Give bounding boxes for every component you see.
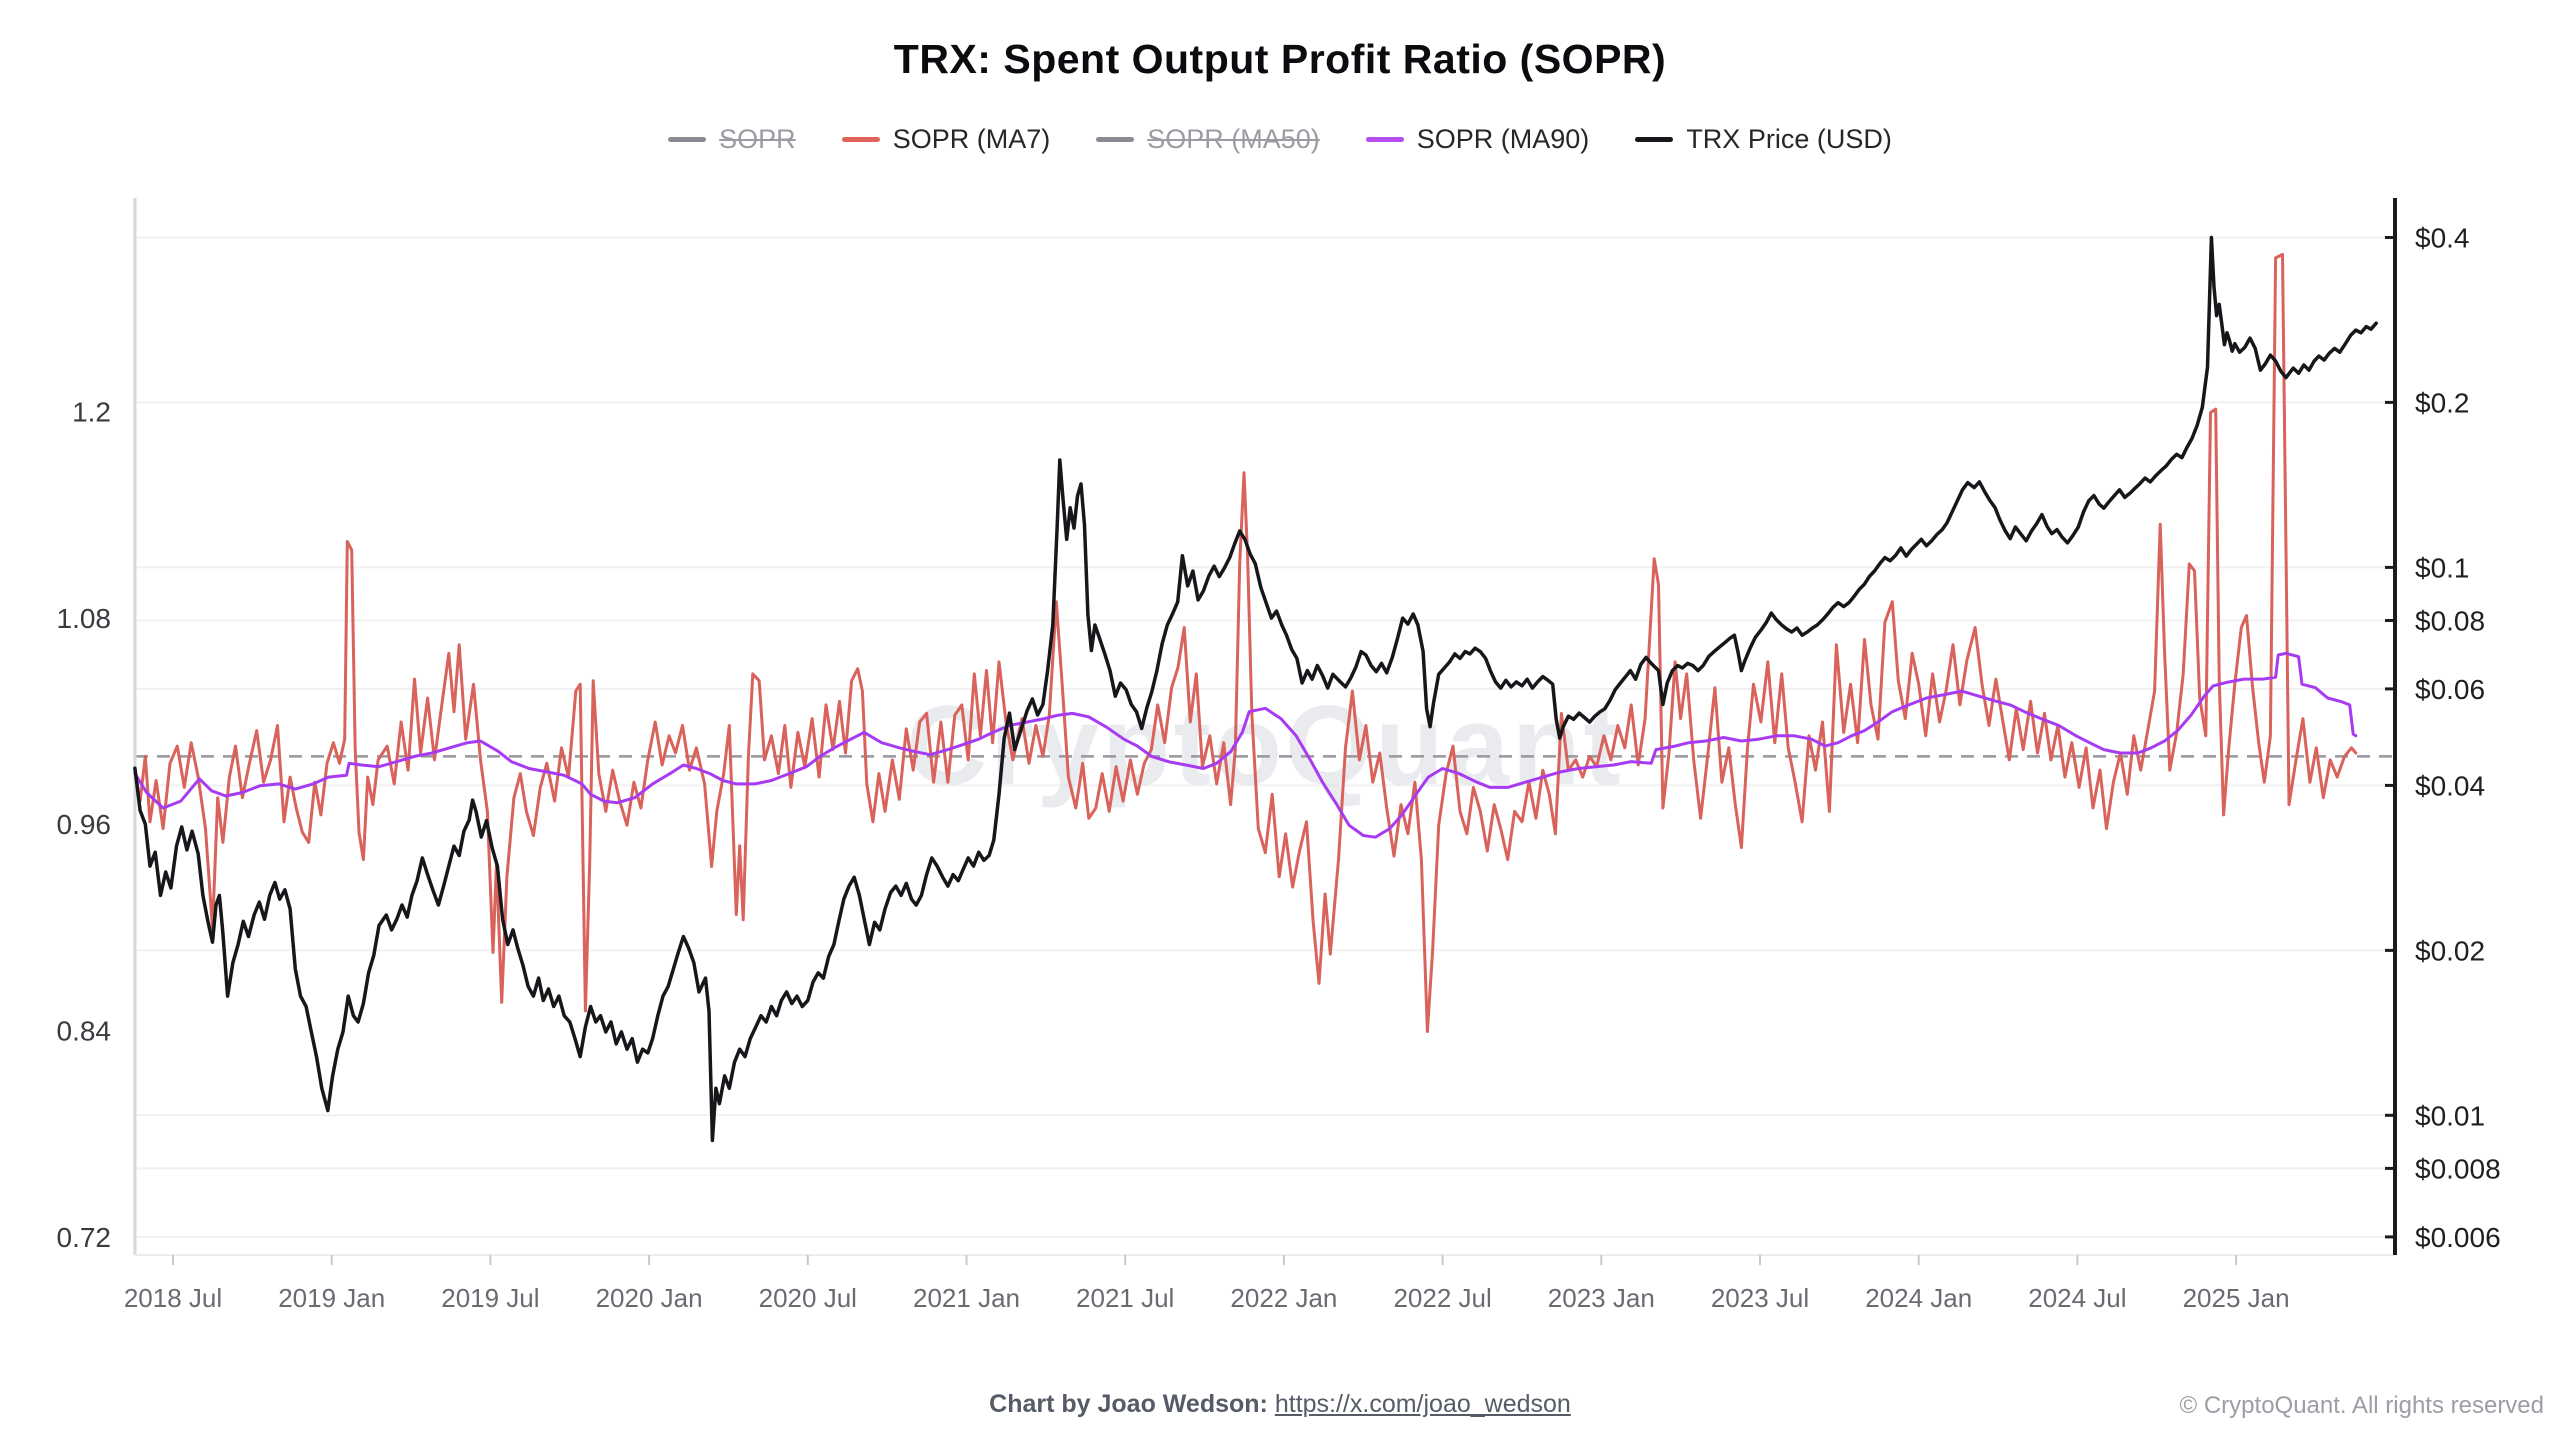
footer-copyright: © CryptoQuant. All rights reserved xyxy=(2179,1392,2545,1419)
right-axis-tick-label: $0.04 xyxy=(2415,770,2485,801)
x-axis-tick-label: 2021 Jan xyxy=(913,1283,1020,1313)
chart-title: TRX: Spent Output Profit Ratio (SOPR) xyxy=(893,36,1667,82)
left-axis-tick-label: 0.96 xyxy=(57,809,112,840)
legend-swatch-sopr-icon xyxy=(668,137,707,142)
x-axis-tick-label: 2025 Jan xyxy=(2183,1283,2290,1313)
legend-label-sopr: SOPR xyxy=(719,124,796,154)
legend-label-sopr-ma7: SOPR (MA7) xyxy=(892,124,1051,154)
legend-item-trx-price[interactable]: TRX Price (USD) xyxy=(1635,124,1892,155)
footer-credit-link[interactable]: https://x.com/joao_wedson xyxy=(1274,1390,1571,1418)
x-axis-tick-label: 2022 Jan xyxy=(1230,1283,1337,1313)
legend-swatch-sopr-ma90-icon xyxy=(1365,137,1404,142)
legend-swatch-sopr-ma50-icon xyxy=(1096,137,1135,142)
x-axis-tick-label: 2019 Jan xyxy=(278,1283,385,1313)
right-axis-tick-label: $0.4 xyxy=(2415,223,2470,254)
x-axis-tick-label: 2023 Jul xyxy=(1711,1283,1809,1313)
legend-item-sopr-ma90[interactable]: SOPR (MA90) xyxy=(1365,124,1590,155)
right-axis-tick-label: $0.1 xyxy=(2415,552,2470,583)
x-axis-tick-label: 2020 Jul xyxy=(759,1283,857,1313)
x-axis-tick-label: 2018 Jul xyxy=(124,1283,222,1313)
legend-swatch-trx-price-icon xyxy=(1635,137,1674,142)
series-sopr-ma7-line xyxy=(133,252,2358,1033)
left-axis-tick-label: 1.08 xyxy=(57,603,112,634)
left-axis-tick-label: 0.84 xyxy=(57,1016,112,1047)
footer-credit: Chart by Joao Wedson: https://x.com/joao… xyxy=(0,1390,2560,1419)
x-axis-tick-label: 2023 Jan xyxy=(1548,1283,1655,1313)
legend-item-sopr-ma7[interactable]: SOPR (MA7) xyxy=(841,124,1051,155)
legend-label-sopr-ma50: SOPR (MA50) xyxy=(1147,124,1320,154)
left-axis-tick-label: 0.72 xyxy=(57,1222,112,1253)
x-axis-tick-label: 2019 Jul xyxy=(441,1283,539,1313)
right-axis-tick-label: $0.02 xyxy=(2415,935,2485,966)
legend: SOPR SOPR (MA7) SOPR (MA50) SOPR (MA90) … xyxy=(0,124,2560,155)
footer-credit-label: Chart by Joao Wedson: xyxy=(989,1390,1268,1418)
x-axis-tick-label: 2024 Jul xyxy=(2028,1283,2126,1313)
right-axis-tick-label: $0.08 xyxy=(2415,606,2485,637)
x-axis-tick-label: 2024 Jan xyxy=(1865,1283,1972,1313)
left-axis-tick-label: 1.2 xyxy=(72,397,111,428)
legend-swatch-sopr-ma7-icon xyxy=(841,137,880,142)
legend-label-trx-price: TRX Price (USD) xyxy=(1686,124,1892,154)
x-axis-tick-label: 2021 Jul xyxy=(1076,1283,1174,1313)
legend-label-sopr-ma90: SOPR (MA90) xyxy=(1416,124,1590,154)
right-axis-tick-label: $0.2 xyxy=(2415,387,2470,418)
x-axis-tick-label: 2020 Jan xyxy=(596,1283,703,1313)
right-axis-tick-label: $0.006 xyxy=(2415,1222,2501,1253)
right-axis-tick-label: $0.01 xyxy=(2415,1100,2485,1131)
right-axis-tick-label: $0.06 xyxy=(2415,674,2485,705)
series-sopr-ma90-line xyxy=(133,651,2358,839)
series-trx-price-usd-line xyxy=(133,235,2378,1143)
right-axis-tick-label: $0.008 xyxy=(2415,1153,2501,1184)
legend-item-sopr-ma50[interactable]: SOPR (MA50) xyxy=(1096,124,1320,155)
x-axis-tick-label: 2022 Jul xyxy=(1393,1283,1491,1313)
legend-item-sopr[interactable]: SOPR xyxy=(668,124,796,155)
